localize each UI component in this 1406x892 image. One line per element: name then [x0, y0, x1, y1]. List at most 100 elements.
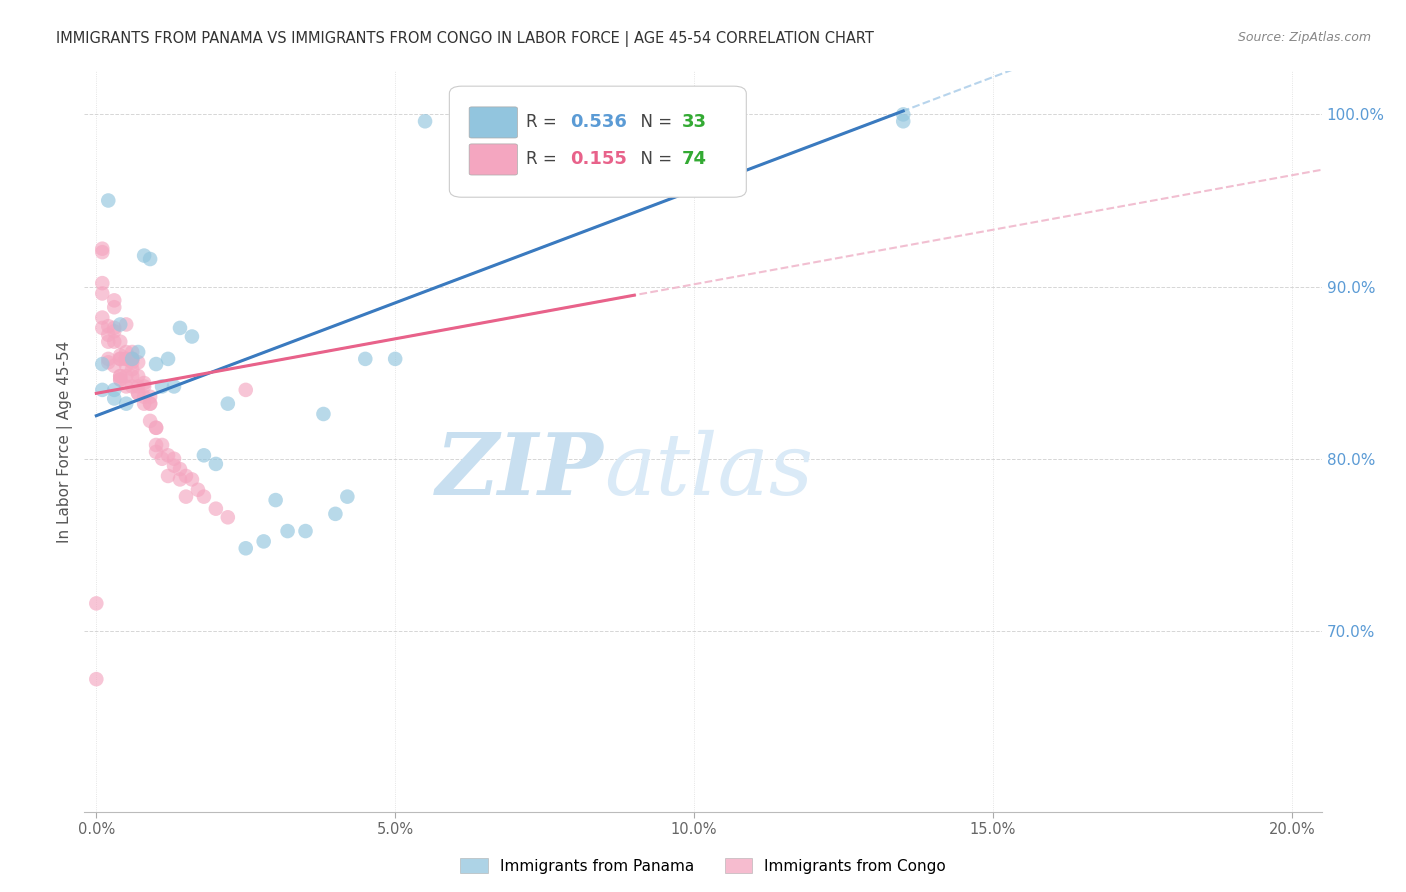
Point: [157, 448, 180, 462]
Point: [134, 376, 156, 390]
Point: [169, 321, 191, 335]
Point: [163, 379, 186, 393]
Text: N =: N =: [630, 150, 678, 168]
Point: [97, 355, 120, 369]
Point: [187, 483, 209, 497]
Point: [891, 107, 914, 121]
Point: [91, 245, 114, 260]
Point: [139, 397, 162, 411]
Point: [121, 351, 143, 366]
Point: [115, 345, 138, 359]
Point: [217, 397, 239, 411]
Point: [384, 351, 406, 366]
Point: [115, 359, 138, 373]
Point: [115, 379, 138, 393]
Point: [181, 472, 204, 486]
Point: [110, 334, 132, 349]
Point: [103, 324, 125, 338]
Point: [121, 351, 143, 366]
Point: [145, 357, 167, 371]
FancyBboxPatch shape: [470, 144, 517, 175]
FancyBboxPatch shape: [470, 107, 517, 138]
Point: [193, 490, 215, 504]
Point: [110, 373, 132, 387]
Point: [91, 310, 114, 325]
Point: [157, 469, 180, 483]
Point: [115, 351, 138, 366]
Point: [103, 334, 125, 349]
Text: 0.536: 0.536: [571, 112, 627, 131]
Point: [103, 359, 125, 373]
Point: [253, 534, 276, 549]
Point: [97, 319, 120, 334]
Point: [169, 462, 191, 476]
Point: [127, 369, 149, 384]
Text: atlas: atlas: [605, 430, 813, 513]
Point: [217, 510, 239, 524]
Point: [103, 321, 125, 335]
Point: [139, 252, 162, 266]
Y-axis label: In Labor Force | Age 45-54: In Labor Force | Age 45-54: [58, 341, 73, 542]
Point: [277, 524, 299, 538]
Point: [91, 286, 114, 301]
Point: [174, 469, 197, 483]
Text: 74: 74: [682, 150, 707, 168]
Point: [145, 421, 167, 435]
Point: [235, 383, 257, 397]
Point: [127, 355, 149, 369]
Point: [127, 386, 149, 401]
Text: 33: 33: [682, 112, 707, 131]
Point: [413, 114, 436, 128]
Point: [150, 451, 173, 466]
Point: [325, 507, 347, 521]
Point: [115, 318, 138, 332]
Point: [169, 472, 191, 486]
Point: [127, 386, 149, 401]
Point: [354, 351, 377, 366]
Point: [150, 438, 173, 452]
FancyBboxPatch shape: [450, 87, 747, 197]
Point: [163, 458, 186, 473]
Point: [157, 351, 180, 366]
Point: [91, 242, 114, 256]
Point: [121, 351, 143, 366]
Point: [163, 451, 186, 466]
Point: [145, 445, 167, 459]
Point: [181, 329, 204, 343]
Point: [121, 355, 143, 369]
Point: [174, 490, 197, 504]
Point: [103, 293, 125, 308]
Point: [97, 351, 120, 366]
Point: [294, 524, 316, 538]
Point: [91, 321, 114, 335]
Point: [86, 672, 108, 686]
Point: [115, 397, 138, 411]
Point: [115, 351, 138, 366]
Point: [312, 407, 335, 421]
Point: [121, 345, 143, 359]
Point: [121, 379, 143, 393]
Point: [145, 421, 167, 435]
Point: [134, 249, 156, 263]
Point: [110, 369, 132, 384]
Point: [110, 348, 132, 362]
Point: [103, 392, 125, 406]
Point: [110, 351, 132, 366]
Text: N =: N =: [630, 112, 678, 131]
Legend: Immigrants from Panama, Immigrants from Congo: Immigrants from Panama, Immigrants from …: [454, 852, 952, 880]
Text: R =: R =: [526, 150, 562, 168]
Point: [91, 383, 114, 397]
Point: [150, 379, 173, 393]
Point: [264, 493, 287, 508]
Point: [139, 414, 162, 428]
Point: [134, 379, 156, 393]
Point: [103, 300, 125, 314]
Point: [127, 345, 149, 359]
Point: [205, 501, 228, 516]
Point: [86, 596, 108, 610]
Point: [91, 276, 114, 290]
Point: [97, 334, 120, 349]
Point: [205, 457, 228, 471]
Point: [134, 390, 156, 404]
Point: [91, 357, 114, 371]
